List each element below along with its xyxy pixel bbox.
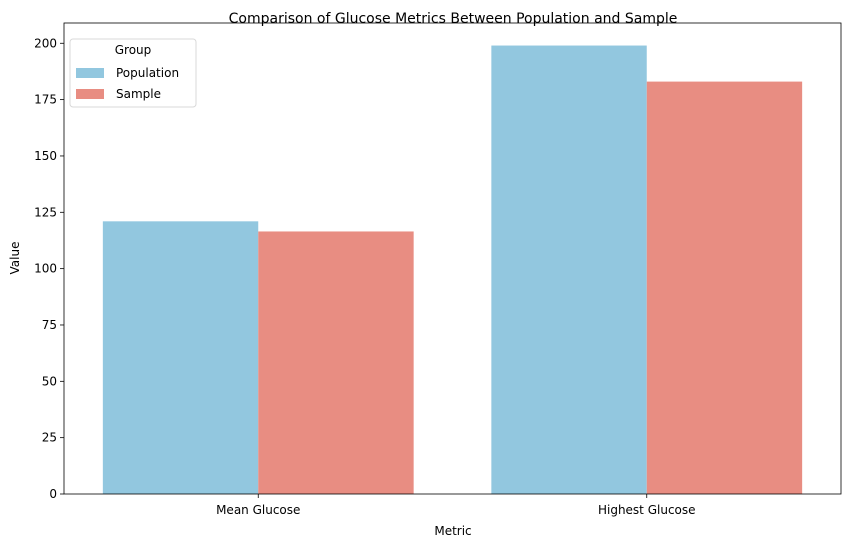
bar-population-1 <box>491 45 647 494</box>
y-tick-label: 25 <box>42 431 57 445</box>
legend-swatch-sample <box>76 89 104 99</box>
y-axis-label: Value <box>8 242 22 275</box>
legend-label-population: Population <box>116 66 179 80</box>
legend-entries: Population Sample <box>76 66 179 101</box>
y-tick-label: 100 <box>34 262 57 276</box>
bar-population-0 <box>102 221 259 494</box>
bars-layer <box>102 45 803 494</box>
y-tick-label: 75 <box>42 318 57 332</box>
y-tick-label: 0 <box>49 487 57 501</box>
x-tick-label: Highest Glucose <box>598 503 696 517</box>
legend: Group Population Sample <box>69 38 197 108</box>
x-axis: Mean Glucose Highest Glucose <box>216 494 696 517</box>
legend-label-sample: Sample <box>116 87 161 101</box>
chart-title: Comparison of Glucose Metrics Between Po… <box>229 11 678 27</box>
y-tick-label: 200 <box>34 36 57 50</box>
y-tick-label: 125 <box>34 205 57 219</box>
plot-area <box>63 22 842 495</box>
legend-title: Group <box>115 43 152 57</box>
x-axis-label: Metric <box>434 524 471 538</box>
legend-swatch-population <box>76 68 104 78</box>
plot-frame <box>63 22 842 495</box>
y-tick-label: 175 <box>34 93 57 107</box>
y-tick-label: 150 <box>34 149 57 163</box>
x-tick-label: Mean Glucose <box>216 503 300 517</box>
y-axis: 0 25 50 75 100 125 150 175 200 <box>34 36 64 501</box>
y-tick-label: 50 <box>42 374 57 388</box>
bar-sample-0 <box>258 231 414 494</box>
bar-sample-1 <box>646 81 803 494</box>
